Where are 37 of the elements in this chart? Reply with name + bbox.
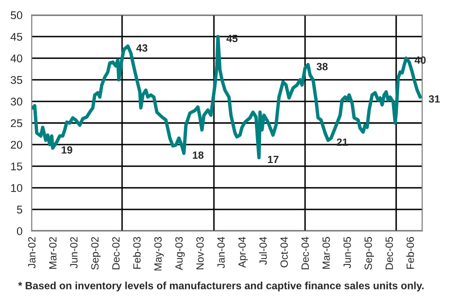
y-tick-label: 40 [10, 54, 22, 62]
x-tick-label: Sep-05 [364, 236, 374, 270]
y-tick-label: 0 [16, 227, 22, 236]
y-tick-label: 5 [16, 206, 22, 214]
x-tick-label: Nov-03 [196, 237, 204, 270]
text: * Based on inventory levels of manufacturers and captive finance sales units only. [18, 282, 424, 292]
y-tick-label: 30 [10, 98, 22, 106]
x-tick-label: Oct-04 [280, 236, 288, 268]
annotation: 19 [62, 146, 72, 154]
x-tick-label: Apr-04 [238, 236, 248, 268]
x-tick-label: Mar-02 [49, 237, 57, 269]
x-tick-label: Mar-05 [322, 236, 330, 269]
x-tick-label: Jan-02 [28, 237, 36, 268]
y-tick-label: 50 [10, 11, 22, 20]
x-tick-label: Sep-02 [91, 237, 101, 270]
annotation: 38 [316, 62, 328, 70]
x-tick-label: Aug-03 [175, 237, 185, 270]
x-tick-label: Jan-04 [217, 236, 225, 268]
x-tick-label: May-03 [154, 237, 164, 270]
y-tick-label: 35 [10, 76, 22, 84]
x-tick-label: Jun-02 [70, 237, 78, 268]
annotation: 17 [268, 156, 278, 164]
annotation: 31 [428, 95, 440, 103]
x-tick-label: Dec-04 [301, 236, 309, 270]
y-tick-label: 25 [10, 119, 22, 128]
x-tick-label: Feb-03 [132, 237, 141, 269]
y-tick-label: 10 [11, 184, 22, 192]
y-tick-label: 15 [11, 162, 22, 170]
y-tick-label: 20 [10, 140, 22, 149]
x-tick-label: Jun-05 [344, 236, 351, 268]
x-tick-label: Dec-05 [386, 236, 393, 270]
x-tick-label: Feb-06 [406, 237, 414, 269]
y-tick-label: 45 [10, 32, 22, 41]
x-tick-label: Dec-02 [112, 237, 120, 270]
x-tick-label: Jul-04 [259, 236, 267, 265]
annotation: 43 [136, 44, 148, 52]
annotation: 18 [192, 151, 204, 159]
